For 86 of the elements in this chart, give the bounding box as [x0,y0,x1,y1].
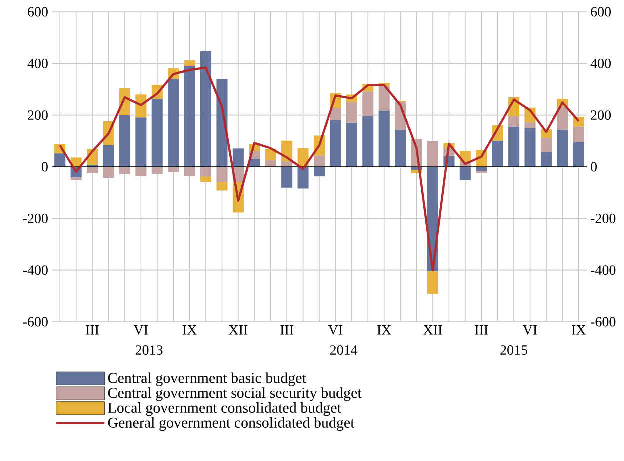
y-tick-label: 0 [42,162,48,172]
bar [314,167,326,177]
y2-tick-label: 200 [591,110,612,120]
legend-label: Central government basic budget [108,372,306,386]
bar [136,167,147,176]
bar [152,167,163,174]
bar [524,128,536,167]
y-tick-label: 600 [28,7,48,17]
bar [557,130,568,167]
bar [362,92,374,116]
bar [152,99,163,167]
bar [119,115,130,167]
bar [427,141,438,167]
line-series [59,66,580,272]
x-tick-label: VI [328,326,343,335]
x-tick-label: III [475,326,488,335]
text: 2013 [136,346,163,355]
bar [540,152,552,167]
bar [232,148,244,167]
y-tick-label: 400 [28,58,48,68]
x-tick-label: XII [424,326,442,335]
x-tick-label: IX [182,326,197,335]
bar [540,138,552,152]
x-tick-label: III [280,326,294,335]
y2-tick-label: 400 [590,58,612,68]
bar [184,167,196,176]
y2-tick-label: 0 [591,162,598,172]
y-tick-label: -400 [23,266,48,276]
bar [184,66,196,167]
bar [427,272,438,294]
bar [524,122,536,129]
y2-tick-label: -200 [591,214,616,224]
bar [330,108,342,120]
bar [168,79,180,167]
bar [573,142,584,167]
y2-tick-label: -600 [591,317,616,327]
bar [184,60,196,67]
x-tick-label: IX [572,326,586,335]
bar [168,167,180,172]
bar [508,126,520,167]
bar [70,178,82,180]
y-tick-label: -600 [23,317,48,327]
bar [492,140,504,167]
text: 2014 [330,346,358,355]
y2-tick-label: 600 [591,7,612,17]
legend-label: Central government social security budget [108,388,362,402]
bar [282,162,293,167]
bar [54,154,66,167]
y2-tick-label: -400 [591,266,616,276]
bar [573,126,584,142]
y-tick-label: -200 [23,214,48,224]
text: 2015 [500,346,528,355]
legend-label: General government consolidated budget [108,417,355,432]
bar [265,149,276,161]
bar [200,177,212,182]
bar [200,51,212,167]
bar [298,167,309,189]
bar [216,167,228,182]
bar [314,156,326,167]
bar [200,167,212,178]
bar [103,167,114,178]
x-tick-label: III [86,326,100,335]
bar [346,102,358,123]
bar [476,167,488,172]
bar [216,182,228,191]
bar [508,116,520,127]
bar [87,167,98,174]
legend-label: Local government consolidated budget [108,402,342,416]
bar [378,86,390,111]
bar [136,118,147,167]
bar [282,167,293,188]
x-tick-label: VI [134,326,148,335]
bar [460,167,471,180]
bar [119,167,130,174]
y-tick-label: 200 [28,110,48,120]
bar [395,130,406,167]
x-tick-label: IX [377,326,392,335]
bar [330,120,342,167]
bar [103,145,114,167]
bar [378,110,390,167]
bar [557,107,568,130]
bar [362,116,374,167]
bar [265,160,276,167]
x-tick-label: VI [523,326,538,335]
bar [346,122,358,167]
x-tick-label: XII [229,326,248,335]
